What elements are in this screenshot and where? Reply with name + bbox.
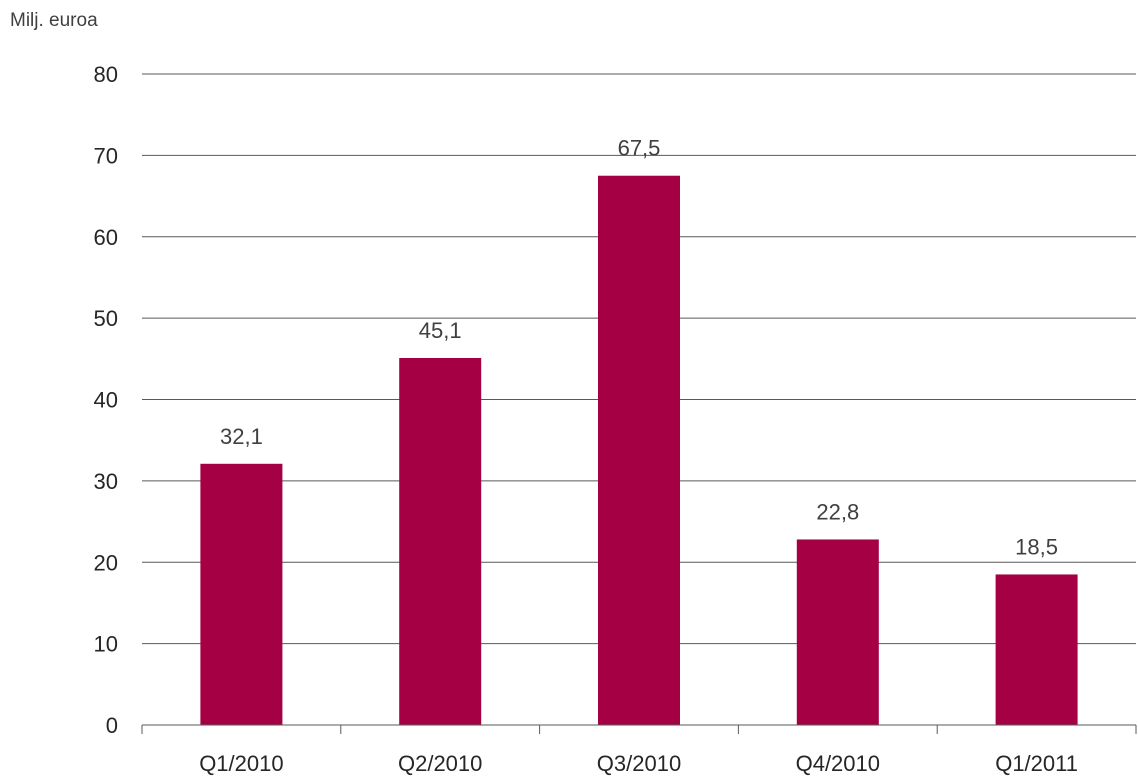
y-axis-ticks: 0 10 20 30 40 50 60 70 80	[94, 62, 118, 738]
bar	[796, 539, 879, 725]
y-tick-label: 20	[94, 550, 118, 575]
x-tick-label: Q2/2010	[398, 751, 482, 776]
y-tick-label: 70	[94, 143, 118, 168]
y-axis-unit-label: Milj. euroa	[10, 10, 98, 31]
bar	[995, 574, 1078, 725]
x-tick-label: Q1/2011	[995, 751, 1078, 776]
y-tick-label: 40	[94, 388, 118, 413]
y-tick-label: 30	[94, 469, 118, 494]
y-tick-label: 80	[94, 62, 118, 87]
x-tick-label: Q4/2010	[796, 751, 880, 776]
bar-value-label: 67,5	[618, 136, 661, 161]
bar	[200, 463, 283, 725]
y-tick-label: 60	[94, 225, 118, 250]
y-tick-label: 10	[94, 632, 118, 657]
x-tick-label: Q3/2010	[597, 751, 681, 776]
bars: 32,1 45,1 67,5 22,8 18,5	[200, 136, 1078, 725]
bar-value-label: 32,1	[220, 424, 263, 449]
bar-value-label: 18,5	[1015, 534, 1058, 559]
y-tick-label: 0	[106, 713, 118, 738]
bar	[399, 357, 482, 725]
x-axis: Q1/2010 Q2/2010 Q3/2010 Q4/2010 Q1/2011	[141, 724, 1137, 776]
y-tick-label: 50	[94, 306, 118, 331]
bar-value-label: 22,8	[816, 499, 859, 524]
bar-value-label: 45,1	[419, 318, 462, 343]
x-tick-label: Q1/2010	[199, 751, 283, 776]
bar	[598, 175, 680, 725]
